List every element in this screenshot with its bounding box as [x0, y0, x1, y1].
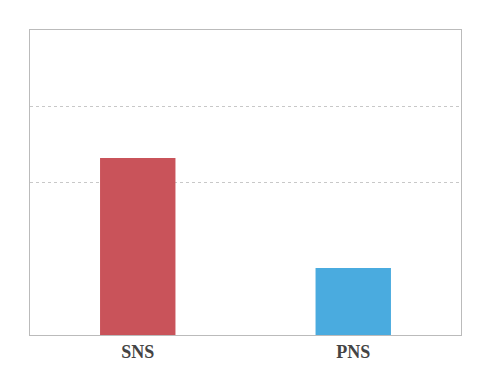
svg-text:SNS: SNS: [121, 342, 154, 362]
svg-text:PNS: PNS: [336, 342, 370, 362]
